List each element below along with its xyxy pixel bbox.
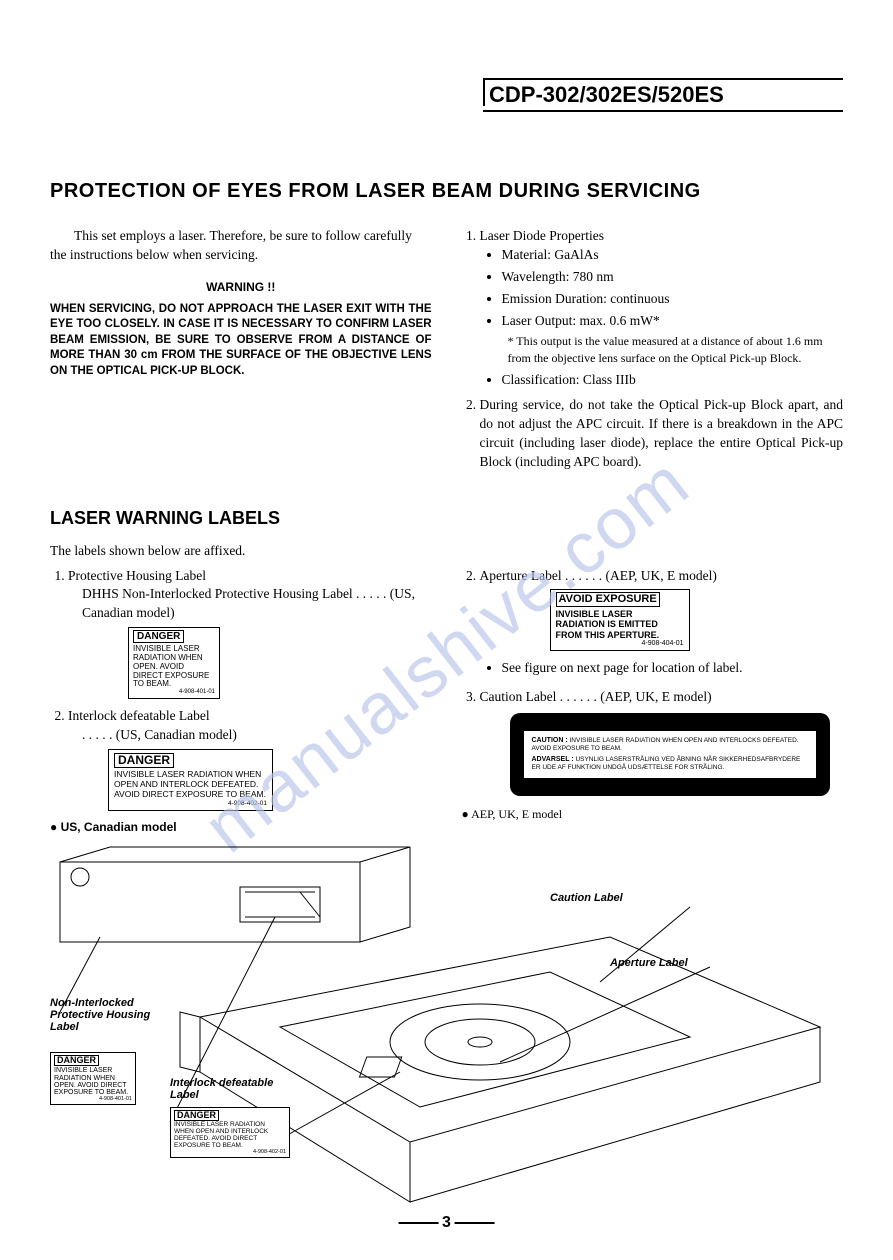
avoid-body: INVISIBLE LASER RADIATION IS EMITTED FRO… [556,609,660,640]
aep-text: AEP, UK, E model [471,807,562,821]
ldp-output: Laser Output: max. 0.6 mW* [502,312,844,331]
caution-label-black: CAUTION : INVISIBLE LASER RADIATION WHEN… [510,713,830,796]
us-can-text: US, Canadian model [61,820,177,834]
diagram-svg [50,842,840,1222]
c-l1: INVISIBLE LASER RADIATION WHEN OPEN AND … [532,737,799,752]
avoid-exposure-box: AVOID EXPOSURE INVISIBLE LASER RADIATION… [550,589,690,651]
danger2-pn: 4-908-402-01 [114,800,267,807]
us-canadian-bullet: ● US, Canadian model [50,819,432,836]
ldp-footnote: * This output is the value measured at a… [480,333,844,367]
protection-left-col: This set employs a laser. Therefore, be … [50,227,432,478]
ldp-emission: Emission Duration: continuous [502,290,844,309]
avoid-pn: 4-908-404-01 [556,640,684,648]
danger2-hd: DANGER [114,753,174,769]
model-number: CDP-302/302ES/520ES [489,82,724,107]
ldp-class: Classification: Class IIIb [502,371,844,390]
danger1-body: INVISIBLE LASER RADIATION WHEN OPEN. AVO… [133,644,209,688]
ddm-hd: DANGER [174,1110,219,1121]
ddm-body: INVISIBLE LASER RADIATION WHEN OPEN AND … [174,1121,268,1148]
callout-aperture: Aperture Label [610,957,688,969]
phl-title: Protective Housing Label [68,568,206,583]
phl-sub: DHHS Non-Interlocked Protective Housing … [68,585,432,623]
labels-left-col: Protective Housing Label DHHS Non-Interl… [50,567,432,836]
caution-inner: CAUTION : INVISIBLE LASER RADIATION WHEN… [524,731,816,778]
labels-columns: Protective Housing Label DHHS Non-Interl… [50,567,843,836]
protection-columns: This set employs a laser. Therefore, be … [50,227,843,478]
idl-title: Interlock defeatable Label [68,708,210,723]
danger1-hd: DANGER [133,630,184,643]
danger-label-2: DANGER INVISIBLE LASER RADIATION WHEN OP… [108,749,273,812]
section-title-protection: PROTECTION OF EYES FROM LASER BEAM DURIN… [50,180,843,203]
avoid-hd: AVOID EXPOSURE [556,592,660,607]
labels-intro: The labels shown below are affixed. [50,543,843,559]
dds-body: INVISIBLE LASER RADIATION WHEN OPEN. AVO… [54,1067,128,1096]
c-l2b: ADVARSEL : [532,756,574,763]
idl-sub: . . . . . (US, Canadian model) [68,726,432,745]
c-l1b: CAUTION : [532,737,568,744]
model-header: CDP-302/302ES/520ES [483,78,843,112]
warning-body: WHEN SERVICING, DO NOT APPROACH THE LASE… [50,302,432,380]
callout-noninterlocked: Non-Interlocked Protective Housing Label [50,997,160,1033]
ldp-material: Material: GaAlAs [502,246,844,265]
caution-label-item: Caution Label . . . . . . (AEP, UK, E mo… [480,688,844,796]
diag-danger-small: DANGER INVISIBLE LASER RADIATION WHEN OP… [50,1052,136,1106]
diag-danger-med: DANGER INVISIBLE LASER RADIATION WHEN OP… [170,1107,290,1158]
ldp-title: Laser Diode Properties [480,228,604,243]
protection-right-col: Laser Diode Properties Material: GaAlAs … [462,227,844,478]
ldp-wavelength: Wavelength: 780 nm [502,268,844,287]
service-note: During service, do not take the Optical … [480,396,844,472]
ddm-pn: 4-908-402-01 [174,1150,286,1156]
page-number: 3 [394,1214,499,1232]
dds-hd: DANGER [54,1055,99,1066]
danger1-pn: 4-908-401-01 [133,689,215,696]
protective-housing-label: Protective Housing Label DHHS Non-Interl… [68,567,432,699]
callout-caution: Caution Label [550,892,623,904]
see-figure-note: See figure on next page for location of … [502,659,844,678]
intro-text: This set employs a laser. Therefore, be … [50,227,432,265]
dds-pn: 4-908-401-01 [54,1097,132,1103]
labels-right-col: Aperture Label . . . . . . (AEP, UK, E m… [462,567,844,836]
callout-interlock-def: Interlock defeatable Label [170,1077,300,1101]
interlock-defeatable-label: Interlock defeatable Label . . . . . (US… [68,707,432,811]
chassis-diagram: Caution Label Aperture Label Non-Interlo… [50,842,840,1222]
aep-uk-e-bullet: ● AEP, UK, E model [462,806,844,823]
warning-heading: WARNING !! [50,279,432,296]
laser-diode-properties: Laser Diode Properties Material: GaAlAs … [480,227,844,390]
aperture-title: Aperture Label . . . . . . (AEP, UK, E m… [480,568,717,583]
danger-label-1: DANGER INVISIBLE LASER RADIATION WHEN OP… [128,627,220,699]
danger2-body: INVISIBLE LASER RADIATION WHEN OPEN AND … [114,769,266,799]
aperture-label-item: Aperture Label . . . . . . (AEP, UK, E m… [480,567,844,679]
section-title-labels: LASER WARNING LABELS [50,508,843,529]
caution-title: Caution Label . . . . . . (AEP, UK, E mo… [480,689,712,704]
